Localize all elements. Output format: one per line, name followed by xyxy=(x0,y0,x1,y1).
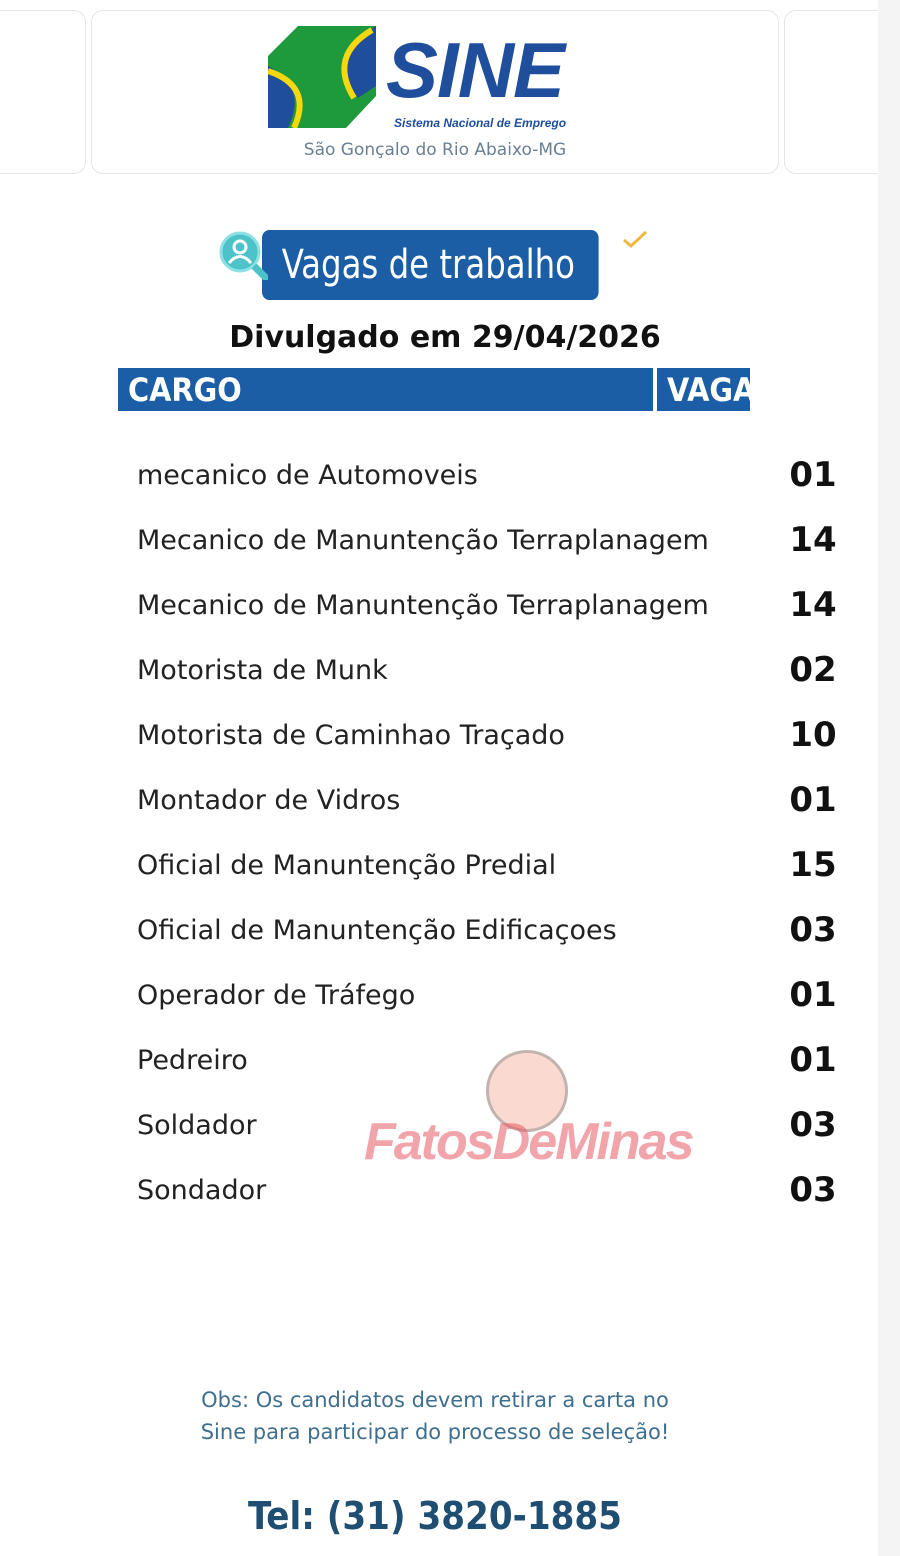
banner-title: Vagas de trabalho xyxy=(262,230,599,300)
vaga-cell: 02 xyxy=(789,650,837,690)
table-row: Mecanico de Manuntenção Terraplanagem 14 xyxy=(137,515,837,565)
table-row: Oficial de Manuntenção Edificaçoes 03 xyxy=(137,905,837,955)
obs-line-1: Obs: Os candidatos devem retirar a carta… xyxy=(201,1388,669,1412)
brand-subtitle: Sistema Nacional de Emprego xyxy=(394,116,567,130)
header-card xyxy=(91,10,779,174)
city-label: São Gonçalo do Rio Abaixo-MG xyxy=(303,140,567,160)
cargo-cell: Mecanico de Manuntenção Terraplanagem xyxy=(137,524,709,556)
sine-logo-icon xyxy=(268,26,376,128)
cargo-cell: Soldador xyxy=(137,1109,257,1141)
cargo-cell: mecanico de Automoveis xyxy=(137,459,478,491)
vaga-cell: 03 xyxy=(789,1170,837,1210)
vaga-cell: 14 xyxy=(789,585,837,625)
cargo-cell: Oficial de Manuntenção Predial xyxy=(137,849,557,881)
check-icon xyxy=(623,230,648,249)
vaga-cell: 10 xyxy=(789,715,837,755)
observation-note: Obs: Os candidatos devem retirar a carta… xyxy=(0,1384,870,1448)
cargo-cell: Montador de Vidros xyxy=(137,784,401,816)
cargo-cell: Mecanico de Manuntenção Terraplanagem xyxy=(137,589,709,621)
table-row: Mecanico de Manuntenção Terraplanagem 14 xyxy=(137,580,837,630)
cargo-cell: Operador de Tráfego xyxy=(137,979,416,1011)
table-row: Operador de Tráfego 01 xyxy=(137,970,837,1020)
cargo-cell: Motorista de Caminhao Traçado xyxy=(137,719,565,751)
vaga-cell: 01 xyxy=(789,455,837,495)
publish-date: Divulgado em 29/04/2026 xyxy=(229,320,661,355)
scroll-edge xyxy=(878,0,900,1556)
cargo-cell: Oficial de Manuntenção Edificaçoes xyxy=(137,914,617,946)
watermark: FatosDeMinas xyxy=(364,1113,695,1171)
table-row: Motorista de Caminhao Traçado 10 xyxy=(137,710,837,760)
banner-title-text: Vagas de trabalho xyxy=(281,242,575,288)
obs-line-2: Sine para participar do processo de sele… xyxy=(200,1420,670,1444)
card-left xyxy=(0,10,86,174)
vaga-cell: 03 xyxy=(789,1105,837,1145)
vaga-cell: 01 xyxy=(789,780,837,820)
column-header-cargo: CARGO xyxy=(118,368,653,411)
vaga-cell: 14 xyxy=(789,520,837,560)
cargo-cell: Pedreiro xyxy=(137,1044,248,1076)
table-row: Montador de Vidros 01 xyxy=(137,775,837,825)
vaga-cell: 03 xyxy=(789,910,837,950)
person-search-icon xyxy=(219,231,268,280)
vaga-cell: 15 xyxy=(789,845,837,885)
table-row: Pedreiro 01 xyxy=(137,1035,837,1085)
table-row: Motorista de Munk 02 xyxy=(137,645,837,695)
watermark-logo-icon xyxy=(486,1050,568,1132)
table-row: Soldador 03 xyxy=(137,1100,837,1150)
cargo-cell: Motorista de Munk xyxy=(137,654,388,686)
table-row: mecanico de Automoveis 01 xyxy=(137,450,837,500)
table-row: Sondador 03 xyxy=(137,1165,837,1215)
column-header-vaga: VAGA xyxy=(657,368,755,411)
phone-number: Tel: (31) 3820-1885 xyxy=(248,1494,622,1538)
vaga-cell: 01 xyxy=(789,1040,837,1080)
cargo-cell: Sondador xyxy=(137,1174,267,1206)
vaga-cell: 01 xyxy=(789,975,837,1015)
brand-name: SINE xyxy=(386,26,565,114)
table-row: Oficial de Manuntenção Predial 15 xyxy=(137,840,837,890)
